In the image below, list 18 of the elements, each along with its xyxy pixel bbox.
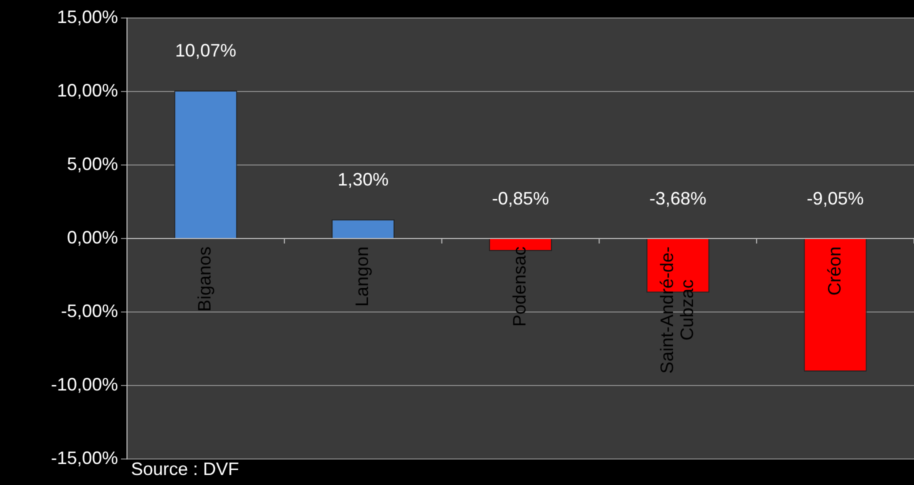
annotation: Source : DVF [131, 458, 240, 479]
y-tick-label: 0,00% [66, 227, 118, 248]
x-tick-label: Saint-André-de-Cubzac [656, 246, 697, 374]
data-label: -9,05% [806, 188, 864, 208]
y-tick-label: -5,00% [60, 300, 118, 321]
data-label: -0,85% [492, 188, 550, 208]
y-tick-label: 5,00% [66, 154, 118, 174]
x-tick-label: Langon [352, 246, 372, 307]
x-tick-label: Podensac [509, 246, 530, 327]
data-label: 10,07% [175, 40, 236, 60]
y-tick-label: -15,00% [50, 448, 118, 468]
y-tick-label: 10,00% [56, 80, 118, 100]
x-tick-label: Créon [824, 246, 844, 296]
data-label: -3,68% [649, 188, 706, 208]
data-label: 1,30% [338, 169, 389, 190]
x-tick-label: Biganos [194, 246, 215, 312]
y-tick-label: 15,00% [56, 6, 118, 27]
y-tick-label: -10,00% [50, 374, 118, 394]
